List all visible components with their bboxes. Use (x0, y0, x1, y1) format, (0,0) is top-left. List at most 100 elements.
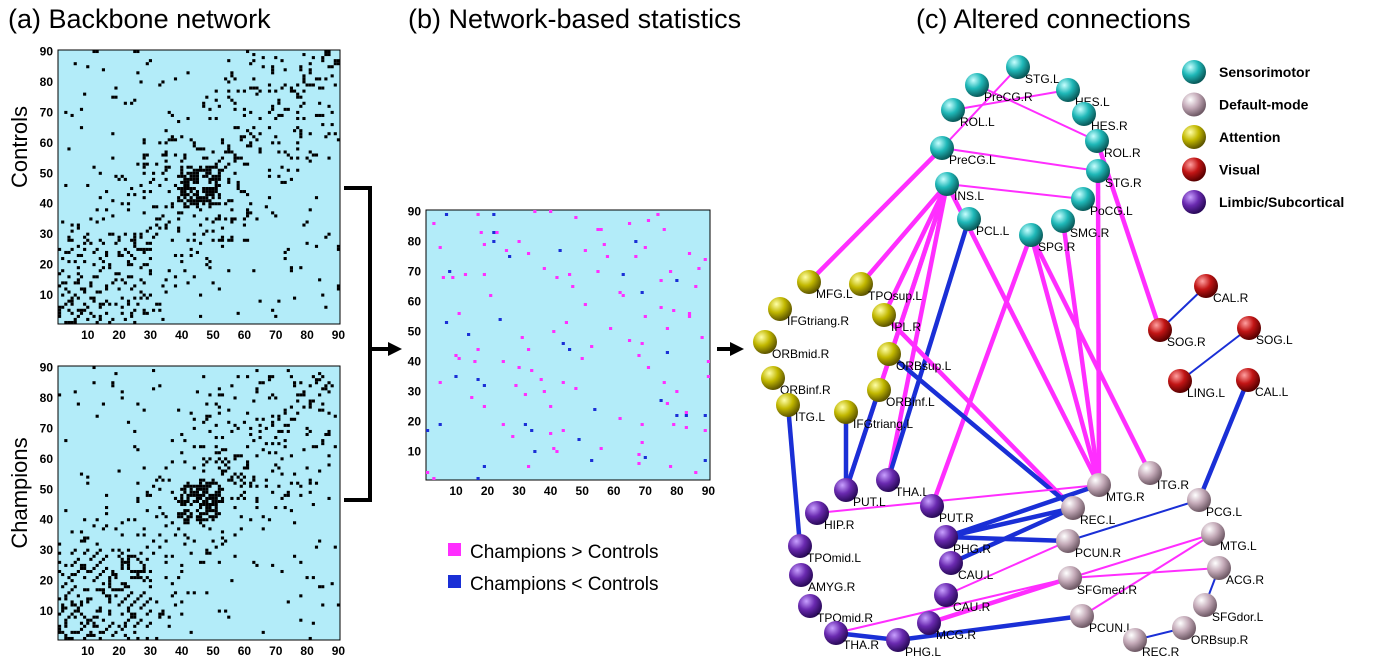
matrix-cell (255, 369, 259, 373)
node-PHG.R: PHG.R (934, 525, 991, 556)
matrix-background (425, 209, 711, 481)
matrix-cell (246, 211, 250, 215)
matrix-cell (230, 71, 234, 75)
y-tick-label: 50 (40, 166, 54, 180)
matrix-cell (318, 77, 322, 81)
edge-HES.L-ROL.L (952, 89, 1069, 111)
matrix-cell (108, 263, 112, 267)
matrix-cell (568, 273, 572, 276)
matrix-cell (274, 89, 278, 93)
matrix-cell (205, 496, 209, 500)
matrix-cell (311, 375, 315, 379)
matrix-cell (208, 168, 212, 172)
matrix-cell (246, 463, 250, 467)
matrix-cell (177, 187, 181, 191)
matrix-cell (92, 554, 96, 558)
matrix-cell (526, 252, 531, 255)
matrix-cell (111, 281, 115, 285)
matrix-cell (89, 311, 93, 315)
matrix-cell (271, 490, 275, 494)
matrix-cell (86, 621, 90, 625)
matrix-cell (61, 573, 65, 577)
node-ORBinf.R: ORBinf.R (761, 366, 831, 397)
matrix-cell (202, 202, 206, 206)
matrix-cell (211, 174, 215, 178)
y-tick-label: 10 (408, 445, 422, 459)
legend-sphere (1182, 92, 1206, 117)
matrix-cell (258, 299, 262, 303)
matrix-cell (70, 299, 74, 303)
node-label: ROL.L (960, 115, 995, 129)
matrix-cell (293, 554, 297, 558)
matrix-cell (89, 217, 93, 221)
matrix-cell (327, 390, 331, 394)
matrix-cell (202, 499, 206, 503)
y-tick-label: 90 (408, 205, 422, 219)
matrix-cell (64, 250, 68, 254)
matrix-cell (111, 317, 115, 321)
matrix-cell (86, 475, 90, 479)
matrix-cell (192, 493, 196, 497)
matrix-cell (211, 229, 215, 233)
matrix-cell (330, 123, 334, 127)
matrix-cell (130, 576, 134, 580)
matrix-cell (476, 477, 480, 480)
matrix-cell (79, 612, 84, 616)
legend-label: Attention (1219, 129, 1280, 145)
matrix-cell (327, 156, 331, 160)
node-ACG.R: ACG.R (1207, 556, 1264, 587)
matrix-cell (139, 232, 143, 236)
node-MCG.R: MCG.R (917, 611, 976, 642)
matrix-cell (659, 306, 663, 309)
matrix-cell (643, 315, 647, 318)
matrix-cell (142, 156, 146, 160)
matrix-cell (280, 180, 284, 184)
matrix-cell (230, 238, 234, 242)
matrix-cell (105, 190, 109, 194)
matrix-cell (324, 77, 328, 81)
matrix-cell (58, 624, 62, 628)
matrix-cell (205, 95, 209, 99)
matrix-cell (227, 95, 231, 99)
matrix-cell (130, 591, 134, 595)
matrix-cell (208, 509, 212, 513)
matrix-cell (183, 180, 187, 184)
matrix-cell (70, 573, 74, 577)
matrix-cell (561, 381, 565, 384)
matrix-cell (299, 493, 303, 497)
matrix-cell (321, 603, 325, 607)
node-sphere (965, 73, 989, 97)
matrix-cell (208, 116, 212, 121)
matrix-cell (142, 138, 146, 142)
matrix-cell (76, 557, 80, 561)
matrix-cell (58, 308, 62, 312)
x-tick-label: 30 (512, 484, 526, 498)
matrix-cell (192, 417, 196, 421)
matrix-cell (61, 269, 65, 273)
edge-HIP.R-MTG.R (816, 484, 1100, 514)
matrix-cell (95, 563, 99, 567)
matrix-cell (230, 429, 234, 433)
matrix-cell (108, 624, 112, 628)
matrix-cell (86, 597, 90, 601)
matrix-cell (123, 101, 127, 105)
matrix-cell (83, 260, 87, 264)
node-label: MFG.L (816, 287, 853, 301)
matrix-cell (694, 471, 698, 474)
matrix-cell (258, 436, 262, 440)
node-label: SFGmed.R (1077, 583, 1137, 597)
matrix-cell (208, 187, 212, 191)
node-sphere (1085, 129, 1109, 153)
matrix-cell (76, 281, 80, 285)
y-tick-label: 90 (40, 361, 54, 375)
network-edges (785, 66, 1251, 643)
matrix-cell (186, 171, 190, 175)
matrix-cell (86, 317, 90, 321)
matrix-cell (189, 512, 193, 516)
node-PUT.L: PUT.L (834, 478, 886, 509)
edge-IPL.R-REC.L (882, 313, 1075, 510)
matrix-cell (192, 539, 196, 543)
matrix-cell (289, 509, 293, 513)
matrix-cell (205, 263, 209, 267)
node-sphere (768, 297, 792, 321)
